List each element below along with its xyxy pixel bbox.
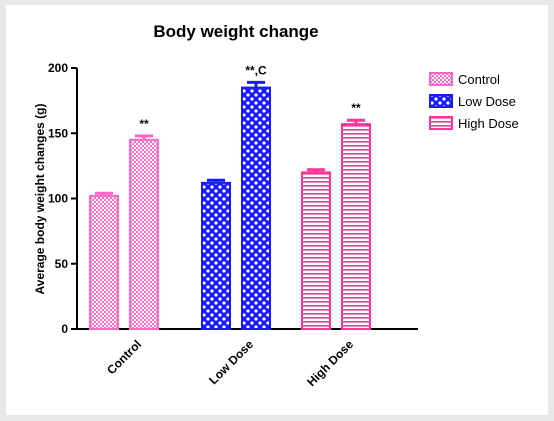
y-tick-label: 0 xyxy=(61,322,68,336)
bar xyxy=(89,194,119,330)
bar xyxy=(201,181,231,330)
x-tick-label: Control xyxy=(104,337,144,377)
bar xyxy=(241,86,271,330)
legend: Control Low Dose High Dose xyxy=(429,72,519,131)
y-tick-label: 50 xyxy=(55,257,69,271)
significance-label: **,C xyxy=(245,63,267,77)
y-tick-label: 200 xyxy=(48,61,68,75)
y-tick-label: 100 xyxy=(48,192,68,206)
significance-label: ** xyxy=(351,101,361,115)
chart-title: Body weight change xyxy=(153,22,318,41)
legend-swatch xyxy=(429,72,453,86)
x-tick-labels: Control Low Dose High Dose xyxy=(104,337,356,389)
bar-chart: Body weight change Average body weight c… xyxy=(33,22,519,389)
bar xyxy=(341,123,371,330)
y-axis-label: Average body weight changes (g) xyxy=(33,104,47,295)
legend-label: High Dose xyxy=(458,116,519,131)
legend-swatch xyxy=(429,94,453,108)
bar xyxy=(129,138,159,330)
bars: ** **,C ** xyxy=(89,63,371,330)
x-tick-label: High Dose xyxy=(304,337,356,389)
x-tick-label: Low Dose xyxy=(206,337,256,387)
legend-swatch xyxy=(429,116,453,130)
y-tick-label: 150 xyxy=(48,126,68,140)
chart-frame: Body weight change Average body weight c… xyxy=(6,5,548,415)
significance-label: ** xyxy=(139,117,149,131)
bar xyxy=(301,171,331,330)
legend-label: Low Dose xyxy=(458,94,516,109)
legend-label: Control xyxy=(458,72,500,87)
